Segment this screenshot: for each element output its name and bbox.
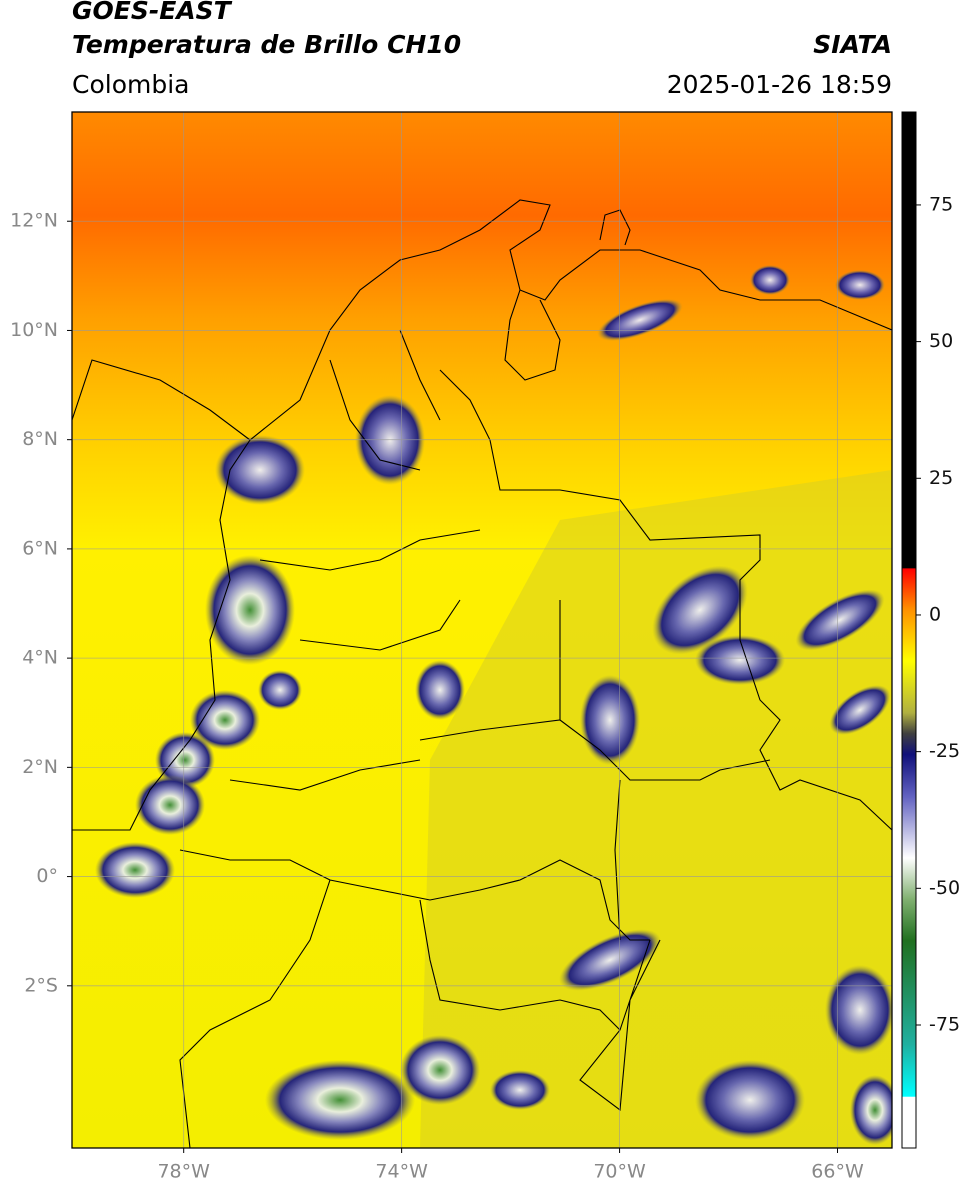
lat-tick-label: 10°N <box>10 319 58 341</box>
source: SIATA <box>813 30 892 59</box>
map-frame <box>71 111 893 1149</box>
lat-tick-label: 12°N <box>10 210 58 232</box>
grid: 12°N 10°N 8°N 6°N 4°N 2°N 0° 2°S 78°W 74°W 70°W 66°… <box>10 112 892 1183</box>
lat-tick-label: 6°N <box>22 537 58 559</box>
lon-tick-label: 70°W <box>593 1161 646 1183</box>
lat-tick-label: 0° <box>36 865 58 887</box>
colorbar-tick-label: -75 <box>929 1013 960 1035</box>
lon-tick-label: 66°W <box>811 1161 864 1183</box>
title: GOES-EAST <box>72 0 233 25</box>
satellite-image <box>72 112 892 1148</box>
datetime: 2025-01-26 18:59 <box>667 70 892 99</box>
lat-tick-label: 2°N <box>22 756 58 778</box>
lat-tick-label: 8°N <box>22 428 58 450</box>
lat-tick-label: 4°N <box>22 647 58 669</box>
colorbar-tick-label: 25 <box>929 467 953 489</box>
colorbar-tick-label: -25 <box>929 740 960 762</box>
lon-tick-label: 78°W <box>157 1161 210 1183</box>
colorbar-ticks: 75 50 25 0 -25 -50 -75 <box>916 193 960 1035</box>
title: Temperatura de Brillo CH10 <box>72 30 461 59</box>
colorbar-tick-label: -50 <box>929 877 960 899</box>
lat-tick-label: 2°S <box>24 974 58 996</box>
colorbar <box>901 111 917 1149</box>
colorbar-tick-label: 75 <box>929 193 953 215</box>
lon-tick-label: 74°W <box>375 1161 428 1183</box>
colorbar-tick-label: 0 <box>929 603 941 625</box>
colorbar-tick-label: 50 <box>929 330 953 352</box>
region: Colombia <box>72 70 189 99</box>
